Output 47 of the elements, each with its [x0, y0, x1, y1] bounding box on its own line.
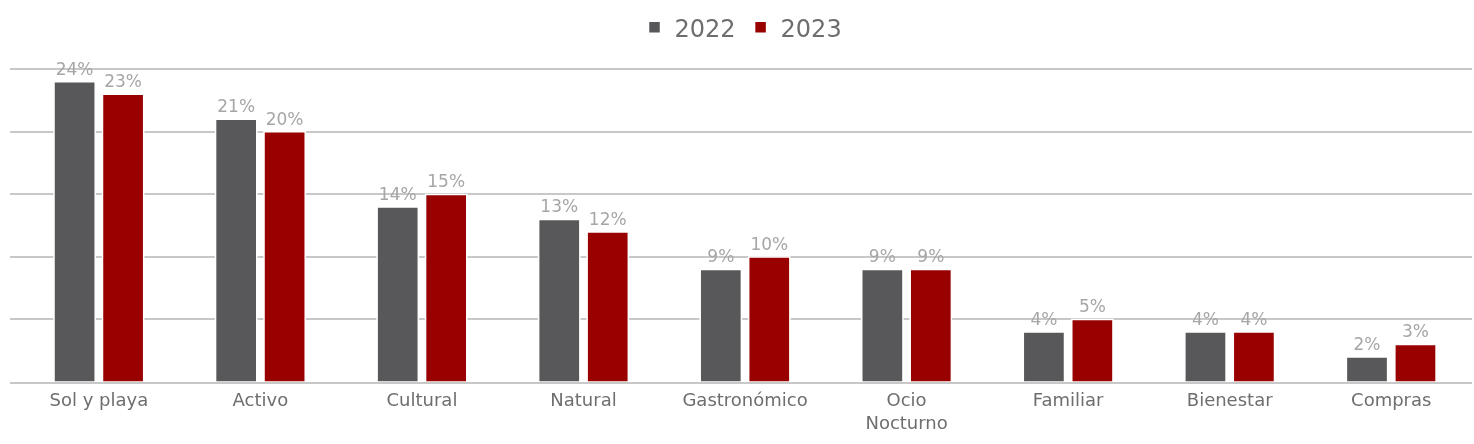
- data-label: 24%: [55, 58, 94, 79]
- bar: [101, 93, 145, 382]
- bar: [1345, 356, 1389, 382]
- bar: [747, 256, 791, 382]
- data-label: 4%: [1240, 308, 1268, 329]
- x-tick-label: Cultural: [386, 388, 458, 410]
- bar: [537, 218, 581, 382]
- data-label: 4%: [1030, 308, 1058, 329]
- x-tick-label: Familiar: [1032, 388, 1105, 410]
- bar: [214, 118, 258, 382]
- x-tick-label: Gastronómico: [682, 388, 808, 410]
- bar: [376, 206, 420, 382]
- x-tick-label: Activo: [232, 388, 289, 410]
- bar: [699, 268, 743, 382]
- bar: [1394, 343, 1437, 382]
- data-label: 14%: [378, 183, 417, 204]
- data-label: 2%: [1353, 333, 1381, 354]
- x-tick-label: Natural: [550, 388, 617, 410]
- x-tick-label: Ocio Nocturno: [865, 388, 948, 433]
- data-label: 13%: [540, 196, 579, 217]
- bar: [424, 193, 468, 382]
- data-label: 3%: [1401, 321, 1429, 342]
- data-label: 5%: [1078, 296, 1106, 317]
- data-label: 12%: [588, 208, 627, 229]
- data-label: 15%: [427, 171, 466, 192]
- data-label: 20%: [265, 108, 304, 129]
- data-label: 9%: [868, 246, 896, 267]
- x-tick-label: Compras: [1351, 388, 1432, 410]
- data-label: 9%: [917, 246, 945, 267]
- data-label: 9%: [707, 246, 735, 267]
- x-tick-label: Sol y playa: [49, 388, 149, 410]
- bar: [263, 131, 306, 382]
- data-label: 4%: [1191, 308, 1219, 329]
- bar: [586, 231, 630, 382]
- legend-label: 2022: [674, 14, 736, 43]
- bar: [1071, 318, 1114, 382]
- bar: [53, 81, 96, 382]
- bar: [861, 268, 904, 382]
- data-label: 10%: [750, 233, 789, 254]
- legend-label: 2023: [780, 14, 842, 43]
- bar: [1184, 331, 1227, 382]
- x-tick-label: Bienestar: [1186, 388, 1274, 410]
- data-label: 21%: [217, 96, 256, 117]
- bar: [909, 268, 953, 382]
- bar: [1232, 331, 1276, 382]
- data-label: 23%: [104, 71, 142, 92]
- bar: [1022, 331, 1066, 382]
